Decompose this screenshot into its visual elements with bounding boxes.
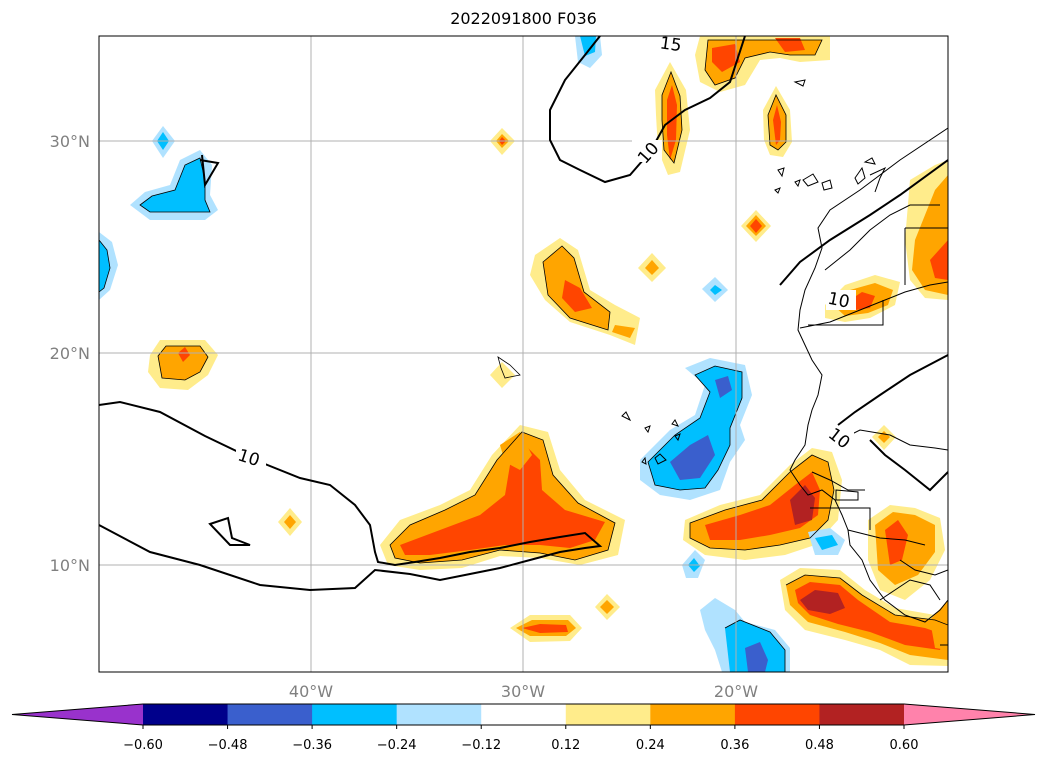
colorbar-tick-label: −0.60 <box>123 738 163 753</box>
colorbar-segment <box>565 704 651 725</box>
map-title: 2022091800 F036 <box>450 9 597 28</box>
longitude-labels: 40°W 30°W 20°W <box>289 682 758 701</box>
colorbar-tick-label: −0.12 <box>461 738 501 753</box>
colorbar: −0.60 −0.48 −0.36 −0.24 −0.12 0.12 0.24 0.36 0.4… <box>11 703 1036 753</box>
negative-shading <box>99 36 845 672</box>
colorbar-segment <box>481 704 567 725</box>
contour-lines <box>99 36 948 592</box>
colorbar-tick-label: −0.48 <box>208 738 248 753</box>
lat-label-20n: 20°N <box>50 344 90 363</box>
contour-label-group: 15 10 10 10 10 <box>235 33 856 471</box>
plot-frame <box>98 35 949 673</box>
colorbar-segment <box>734 704 820 725</box>
colorbar-extend-max <box>904 704 1035 725</box>
colorbar-tick-label: −0.24 <box>377 738 417 753</box>
latitude-labels: 30°N 20°N 10°N <box>50 132 90 575</box>
colorbar-segment <box>227 704 313 725</box>
colorbar-segment <box>650 704 736 725</box>
shading-outlines <box>99 39 948 672</box>
positive-region-north <box>655 36 830 175</box>
anomaly-shading <box>99 36 948 672</box>
colorbar-extend-min <box>12 704 143 725</box>
lat-label-10n: 10°N <box>50 556 90 575</box>
colorbar-tick-label: 0.24 <box>636 738 665 753</box>
colorbar-tick-label: −0.36 <box>292 738 332 753</box>
positive-region-23n <box>530 238 640 345</box>
colorbar-tick-label: 0.36 <box>720 738 749 753</box>
lon-label-40w: 40°W <box>289 682 333 701</box>
colorbar-tick-label: 0.48 <box>805 738 834 753</box>
graticule <box>99 36 948 672</box>
contour-label-10-africa: 10 <box>826 289 851 313</box>
lat-label-30n: 30°N <box>50 132 90 151</box>
lon-label-20w: 20°W <box>714 682 758 701</box>
colorbar-segment <box>143 704 229 725</box>
colorbar-segment <box>819 704 905 725</box>
coastlines <box>621 79 948 646</box>
colorbar-tick-label: 0.12 <box>551 738 580 753</box>
colorbar-segment <box>312 704 398 725</box>
positive-small-patches <box>278 128 896 642</box>
colorbar-tick-label: 0.60 <box>890 738 919 753</box>
lon-label-30w: 30°W <box>501 682 545 701</box>
positive-region-central-atlantic <box>380 425 625 570</box>
colorbar-segment <box>396 704 482 725</box>
plot-area: 15 10 10 10 10 <box>99 33 948 672</box>
contour-label-15: 15 <box>659 33 683 56</box>
